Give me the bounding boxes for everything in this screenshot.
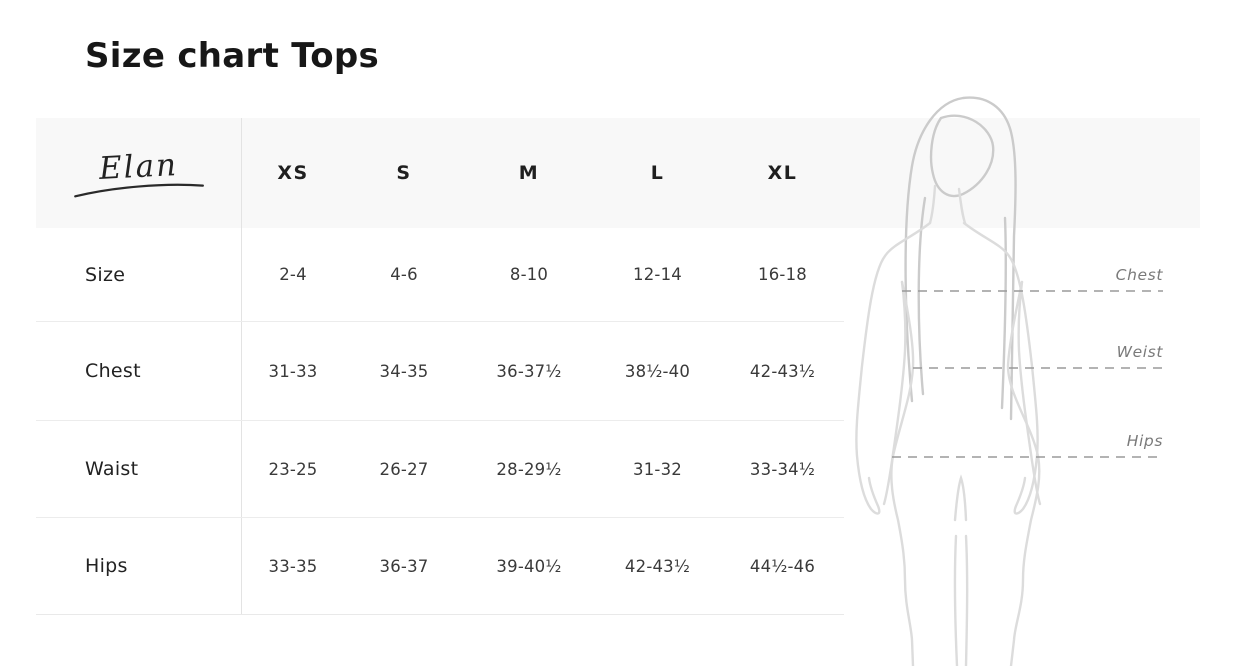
column-header-xl: XL	[767, 162, 798, 184]
size-value-s: 4-6	[390, 265, 418, 284]
hips-value-s: 36-37	[379, 556, 429, 576]
size-table: Elan XS S M L XL Size 2-4 4-6 8-10 12-14…	[36, 118, 844, 615]
waist-value-s: 26-27	[379, 459, 429, 479]
chest-value-s: 34-35	[379, 361, 429, 381]
size-value-xl: 16-18	[758, 265, 807, 284]
hips-value-l: 42-43½	[624, 556, 691, 576]
row-label-hips: Hips	[36, 518, 242, 614]
brand-logo-underline	[73, 183, 204, 198]
row-label-waist: Waist	[36, 421, 242, 517]
hair-outline	[904, 96, 1017, 421]
chest-measurement-label: Chest	[1115, 266, 1163, 284]
column-header-xs: XS	[277, 162, 309, 184]
size-table-header-row: Elan XS S M L XL	[36, 118, 844, 228]
chest-value-xs: 31-33	[268, 361, 318, 381]
chest-value-xl: 42-43½	[749, 361, 816, 381]
column-header-s: S	[396, 162, 412, 184]
table-row-waist: Waist 23-25 26-27 28-29½ 31-32 33-34½	[36, 421, 844, 518]
waist-measurement-label: Weist	[1116, 343, 1163, 361]
table-row-hips: Hips 33-35 36-37 39-40½ 42-43½ 44½-46	[36, 518, 844, 615]
size-value-l: 12-14	[633, 265, 682, 284]
woman-figure-svg	[855, 96, 1163, 666]
row-label-size: Size	[36, 228, 242, 321]
size-value-m: 8-10	[509, 265, 549, 284]
waist-value-m: 28-29½	[496, 459, 562, 479]
table-header-band	[36, 118, 1200, 228]
table-row-size: Size 2-4 4-6 8-10 12-14 16-18	[36, 228, 844, 322]
body-outline	[855, 184, 1042, 666]
brand-logo: Elan	[36, 118, 242, 228]
table-row-chest: Chest 31-33 34-35 36-37½ 38½-40 42-43½	[36, 322, 844, 421]
waist-value-xl: 33-34½	[749, 459, 816, 479]
waist-value-l: 31-32	[633, 459, 682, 479]
hips-measurement-label: Hips	[1126, 432, 1163, 450]
size-value-xs: 2-4	[279, 265, 307, 284]
woman-body-outline-illustration	[845, 76, 1245, 666]
hips-value-xl: 44½-46	[749, 556, 816, 576]
column-header-m: M	[518, 162, 540, 184]
column-header-l: L	[650, 162, 665, 184]
hips-value-xs: 33-35	[268, 556, 318, 576]
chest-value-m: 36-37½	[496, 361, 562, 381]
hips-value-m: 39-40½	[496, 556, 562, 576]
chest-value-l: 38½-40	[624, 361, 691, 381]
waist-value-xs: 23-25	[268, 459, 318, 479]
row-label-chest: Chest	[36, 322, 242, 420]
page-title: Size chart Tops	[85, 36, 380, 76]
measurement-dashed-lines	[892, 290, 1163, 458]
